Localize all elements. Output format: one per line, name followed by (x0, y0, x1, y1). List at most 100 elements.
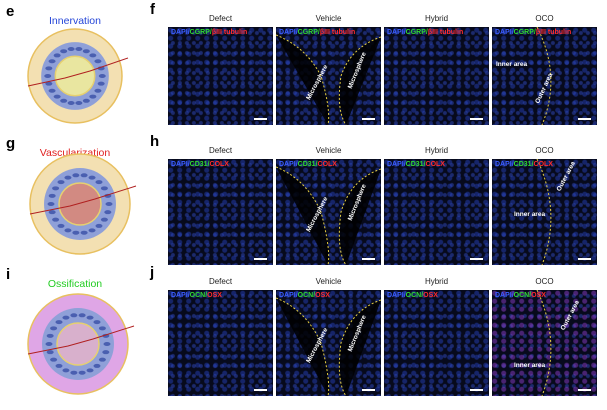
column-header: Vehicle (315, 146, 342, 155)
boundary (276, 34, 381, 125)
cell (45, 342, 53, 347)
cell (64, 175, 72, 180)
stain-part: CGRP/ (513, 29, 536, 36)
cell (89, 94, 97, 99)
schematic (27, 293, 135, 395)
scale-bar (470, 118, 483, 120)
boundary (536, 27, 552, 125)
cell (47, 202, 55, 207)
cell (44, 74, 52, 79)
schematic-layer (58, 182, 102, 226)
stain-label: DAPI/CGRP/βIII tubulin (387, 29, 463, 36)
cell (48, 88, 56, 93)
cell (72, 173, 80, 178)
cell (78, 313, 86, 318)
stain-part: DAPI/ (387, 161, 406, 168)
stain-part: DAPI/ (171, 161, 190, 168)
stain-part: OSX (423, 292, 438, 299)
stain-label: DAPI/OCN/OSX (387, 292, 438, 299)
column-header: Hybrid (424, 14, 449, 23)
stain-part: COLX (317, 161, 337, 168)
stain-part: DAPI/ (387, 292, 406, 299)
micrograph: DAPI/CGRP/βIII tubulin Microsphere Microsp… (276, 27, 381, 125)
stain-part: CD31/ (513, 161, 534, 168)
stain-part: βIII tubulin (535, 29, 572, 36)
micrograph: DAPI/OCN/OSX Outer area Inner area (492, 290, 597, 396)
stain-part: DAPI/ (387, 29, 406, 36)
stain-part: OSX (531, 292, 546, 299)
cell (48, 193, 56, 198)
fiber (27, 325, 135, 355)
cell (80, 173, 88, 178)
cell (48, 59, 56, 64)
stain-part: DAPI/ (171, 29, 190, 36)
stain-part: DAPI/ (495, 161, 514, 168)
stain-part: OSX (315, 292, 330, 299)
stain-part: DAPI/ (171, 292, 190, 299)
column-header: Defect (208, 14, 233, 23)
panel-letter: j (150, 264, 155, 281)
boundary-line (536, 159, 552, 265)
cell (46, 333, 54, 338)
cell (50, 357, 58, 362)
stain-label: DAPI/OCN/OSX (279, 292, 330, 299)
stain-label: DAPI/CD31/COLX (279, 161, 337, 168)
boundary (276, 166, 381, 265)
cell (88, 228, 96, 233)
column-header: Defect (208, 146, 233, 155)
cell (60, 49, 68, 54)
scale-bar (470, 389, 483, 391)
cell (62, 368, 70, 373)
micrograph: DAPI/OCN/OSX Microsphere Microsphere (276, 290, 381, 396)
panel-letter: i (6, 266, 11, 283)
row-title: Innervation (49, 15, 101, 27)
cell (97, 81, 105, 86)
cell (52, 186, 60, 191)
cell (98, 326, 106, 331)
stain-part: CD31/ (297, 161, 318, 168)
cell (70, 313, 78, 318)
stain-label: DAPI/OCN/OSX (495, 292, 546, 299)
cell (55, 363, 63, 368)
stain-part: βIII tubulin (427, 29, 464, 36)
column-header: Hybrid (424, 277, 449, 286)
cell (78, 370, 86, 375)
cell (67, 100, 75, 105)
area-label: Inner area (496, 61, 528, 68)
stain-part: DAPI/ (495, 29, 514, 36)
stain-part: DAPI/ (279, 292, 298, 299)
cell (88, 175, 96, 180)
cell (57, 180, 65, 185)
micrograph: DAPI/CD31/COLX Microsphere Microsphere (276, 159, 381, 265)
stain-label: DAPI/CD31/COLX (495, 161, 553, 168)
scale-bar (254, 389, 267, 391)
panel-letter: g (6, 135, 16, 152)
cell (62, 315, 70, 320)
scale-bar (578, 258, 591, 260)
stain-label: DAPI/CD31/COLX (171, 161, 229, 168)
schematic (29, 153, 137, 255)
panel-letter: e (6, 3, 15, 20)
cell (45, 66, 53, 71)
cell (48, 210, 56, 215)
cell (95, 223, 103, 228)
column-header: Vehicle (315, 14, 342, 23)
schematic-layer (56, 322, 100, 366)
stain-part: DAPI/ (279, 29, 298, 36)
stain-label: DAPI/CGRP/βIII tubulin (171, 29, 247, 36)
cell (86, 368, 94, 373)
cell (105, 202, 113, 206)
stain-part: βIII tubulin (319, 29, 356, 36)
panel-letter: f (150, 1, 155, 18)
column-header: Vehicle (315, 277, 342, 286)
micrograph: DAPI/OCN/OSX (384, 290, 489, 396)
stain-part: DAPI/ (495, 292, 514, 299)
stain-part: COLX (425, 161, 445, 168)
cell (60, 98, 68, 103)
stain-part: COLX (533, 161, 553, 168)
stain-part: βIII tubulin (211, 29, 248, 36)
boundary-line (536, 290, 552, 396)
cell (57, 223, 65, 228)
micrograph: DAPI/CD31/COLX (384, 159, 489, 265)
